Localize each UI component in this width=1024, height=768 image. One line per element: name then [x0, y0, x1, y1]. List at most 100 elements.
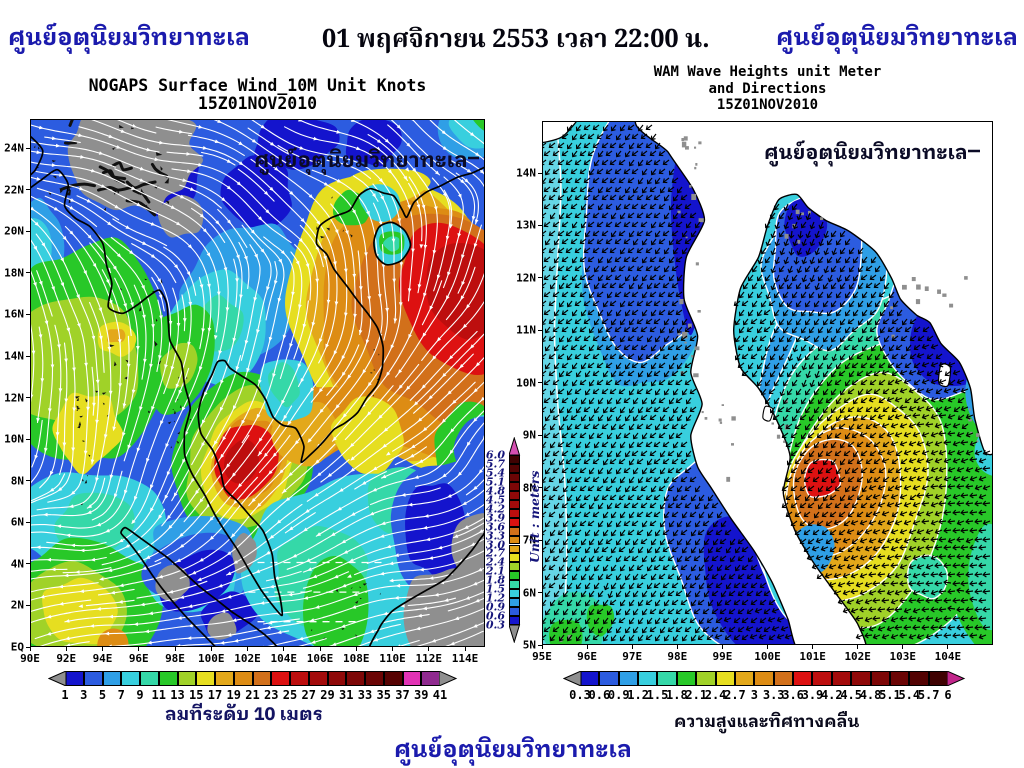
wave-y-axis-tick [538, 382, 542, 384]
wind-legend-cell [402, 671, 422, 686]
wind-map-title: NOGAPS Surface Wind_10M Unit Knots 15Z01N… [88, 76, 427, 113]
wave-y-axis-label: 12N [516, 271, 536, 285]
wind-x-axis-tick [319, 647, 321, 651]
wave-legend-value: 5.4 [898, 688, 921, 702]
wave-x-axis-label: 96E [577, 650, 598, 663]
wave-scale-cell [509, 616, 520, 626]
wind-legend-value: 21 [245, 688, 260, 702]
wind-y-axis-tick [26, 189, 30, 191]
wave-map [542, 121, 993, 645]
wave-legend-value: 1.5 [646, 688, 669, 702]
wind-legend-cell [365, 671, 384, 686]
wind-legend-below-arrow [48, 671, 67, 686]
wind-legend-value: 17 [207, 688, 223, 702]
wind-x-axis-tick [138, 647, 140, 651]
wave-scale-cell [509, 508, 520, 518]
wave-legend-cell [909, 671, 929, 686]
wave-scale-value: 3.0 [485, 538, 505, 551]
wave-scale-value: 1.8 [485, 573, 505, 587]
wind-x-axis-label: 94E [92, 652, 113, 665]
wind-x-axis-tick [65, 647, 67, 651]
wind-y-axis-label: EQ [10, 640, 24, 654]
wave-y-axis-label: 9N [522, 428, 536, 442]
wave-x-axis-tick [541, 645, 543, 649]
wave-legend-above-arrow [947, 671, 966, 686]
wave-legend-value: 0.9 [607, 688, 630, 702]
wind-legend-cell [121, 671, 140, 686]
wind-y-axis-tick [26, 563, 30, 565]
land-malay-peninsula [634, 121, 993, 645]
wave-legend-cell [793, 671, 813, 686]
wave-legend-cell [580, 671, 600, 686]
wave-legend-cell [734, 671, 755, 686]
wind-x-axis-tick [247, 647, 248, 651]
wind-legend-cell [327, 671, 347, 686]
wave-legend-cell [928, 671, 949, 686]
wind-y-axis-tick [26, 646, 30, 648]
wind-legend-cell [196, 671, 215, 686]
wave-scale-value: 0.9 [485, 600, 505, 614]
wave-x-axis-label: 100E [754, 650, 781, 663]
wave-x-axis-label: 98E [667, 650, 688, 663]
wind-x-axis-tick [29, 647, 31, 651]
wave-legend-value: 5.1 [879, 688, 901, 702]
wind-y-axis-tick [26, 272, 30, 274]
wave-x-axis-label: 101E [799, 650, 826, 663]
wave-x-axis-label: 102E [844, 650, 871, 663]
wave-y-axis-tick [538, 172, 542, 174]
wind-legend-cell [158, 671, 178, 686]
wind-y-axis-label: 6N [10, 515, 24, 529]
wind-x-axis-tick [210, 647, 212, 651]
wave-legend-cell [715, 671, 735, 686]
wind-y-axis-tick [26, 397, 30, 399]
wave-legend-below-arrow [563, 671, 582, 686]
wind-x-axis-label: 96E [128, 652, 149, 665]
wave-y-axis-tick [538, 592, 542, 594]
wind-y-axis-label: 4N [10, 557, 24, 571]
wave-map-frame [542, 121, 993, 645]
wind-legend-cell [65, 671, 84, 686]
header-agency-left: ศูนย์อุตุนิยมวิทยาทะเล [8, 14, 248, 36]
wave-x-axis-label: 97E [622, 650, 643, 663]
wave-legend-cell [870, 671, 890, 686]
wind-legend-value: 13 [170, 688, 185, 702]
wave-x-axis-tick [586, 645, 588, 649]
wind-x-axis-label: 100E [198, 652, 225, 665]
wave-scale-value: 2.1 [485, 564, 505, 578]
footer-agency: ศูนย์อุตุนิยมวิทยาทะเล [394, 726, 630, 748]
wave-scale-cell [509, 544, 520, 554]
wave-x-axis-tick [676, 645, 678, 649]
wave-y-axis-label: 6N [522, 586, 536, 600]
wave-legend-cell [676, 671, 697, 686]
wind-legend-cell [421, 671, 440, 686]
wind-x-axis-label: 90E [20, 652, 40, 665]
wind-legend-cell [383, 671, 403, 686]
wave-x-axis-label: 99E [712, 650, 733, 663]
wind-x-axis-label: 110E [379, 652, 406, 665]
wave-legend-cell [889, 671, 910, 686]
wind-y-axis-label: 2N [10, 598, 24, 612]
wave-x-axis-tick [767, 645, 768, 649]
wave-y-axis-tick [538, 539, 542, 541]
wave-scale-top-arrow [509, 437, 521, 456]
wind-x-axis-tick [428, 647, 430, 651]
wave-scale-value: 3.3 [485, 529, 505, 543]
wave-y-axis-tick [538, 644, 542, 646]
wave-scale-value: 5.4 [485, 466, 505, 480]
wave-x-axis-tick [947, 645, 949, 649]
wind-legend-value: 3 [80, 688, 88, 702]
wave-legend-value: 4.2 [820, 688, 843, 702]
wind-legend-value: 25 [282, 688, 298, 702]
wave-scale-cell [509, 607, 520, 617]
wind-legend-value: 35 [376, 688, 391, 702]
wave-legend-cell [618, 671, 639, 686]
wind-legend-value: 9 [136, 688, 144, 702]
wind-legend-value: 5 [98, 688, 107, 702]
wind-legend-cell [140, 671, 159, 686]
wave-legend-cell [773, 671, 794, 686]
wave-y-axis-label: 14N [516, 166, 536, 180]
wind-y-axis-tick [26, 604, 30, 606]
wave-x-axis-label: 103E [889, 650, 917, 663]
wave-legend-value: 5.7 [917, 688, 940, 702]
wave-scale-value: 2.7 [485, 546, 505, 560]
